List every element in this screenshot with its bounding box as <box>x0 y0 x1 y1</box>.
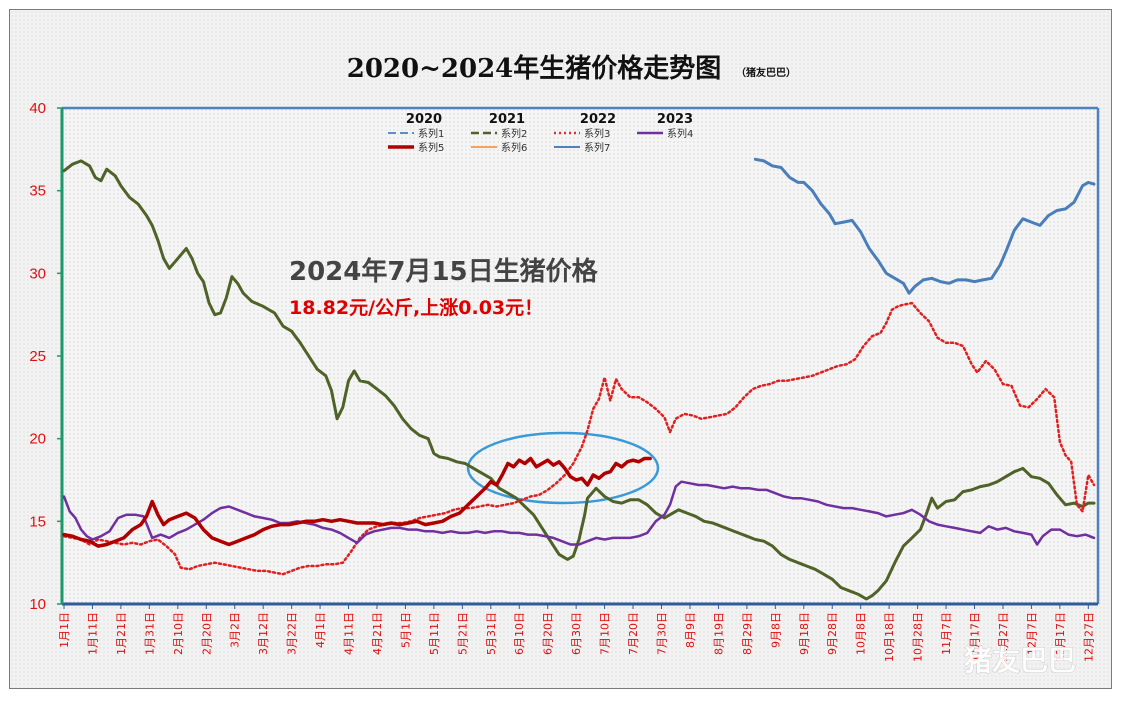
x-tick-label: 7月20日 <box>627 612 640 655</box>
legend-year-2023: 2023 <box>657 112 693 127</box>
legend-label: 系列2 <box>501 127 527 140</box>
x-tick-label: 4月21日 <box>371 612 384 655</box>
legend-year-2022: 2022 <box>580 112 616 127</box>
annotation-title: 2024年7月15日生猪价格 <box>289 256 599 287</box>
x-tick-label: 1月11日 <box>86 612 99 655</box>
legend-label: 系列4 <box>667 127 693 140</box>
series-line-系列1 <box>753 157 1096 295</box>
x-tick-label: 6月30日 <box>570 612 583 655</box>
x-tick-label: 4月11日 <box>343 612 356 655</box>
x-tick-label: 1月21日 <box>115 612 128 655</box>
legend-label: 系列6 <box>501 141 527 154</box>
x-tick-label: 2月10日 <box>172 612 185 655</box>
x-tick-label: 5月31日 <box>485 612 498 655</box>
y-tick-label: 35 <box>29 183 46 200</box>
x-tick-label: 8月29日 <box>741 612 754 655</box>
x-tick-label: 9月8日 <box>769 612 782 648</box>
x-tick-label: 9月18日 <box>798 612 811 655</box>
y-tick-label: 20 <box>29 431 46 448</box>
legend: 2020 2021 2022 2023 系列1 系列2 系列3 系列4 系列5 系列6 系列… <box>388 112 693 154</box>
y-tick-label: 25 <box>29 348 46 365</box>
y-tick-label: 15 <box>29 513 46 530</box>
x-tick-label: 12月27日 <box>1082 612 1095 662</box>
x-tick-label: 5月21日 <box>456 612 469 655</box>
legend-label: 系列3 <box>584 127 610 140</box>
x-tick-label: 10月18日 <box>883 612 896 662</box>
x-tick-label: 9月28日 <box>826 612 839 655</box>
highlight-ellipse <box>466 431 660 505</box>
series-line-系列2 <box>62 159 1096 601</box>
x-axis-ticks: 1月1日 1月11日 1月21日 1月31日 2月10日 2月20日 3月2日 3月12日 3月… <box>58 604 1095 662</box>
x-tick-label: 7月30日 <box>656 612 669 655</box>
legend-label: 系列1 <box>418 127 444 140</box>
legend-label: 系列5 <box>418 141 444 154</box>
x-tick-label: 4月1日 <box>314 612 327 648</box>
y-tick-label: 40 <box>29 100 46 117</box>
annotation-price: 18.82元/公斤,上涨0.03元！ <box>289 297 543 319</box>
series-layer <box>62 157 1096 601</box>
chart-title: 2020~2024年生猪价格走势图 <box>347 53 722 84</box>
x-tick-label: 3月12日 <box>257 612 270 655</box>
x-tick-label: 11月17日 <box>968 612 981 662</box>
x-tick-label: 10月28日 <box>912 612 925 662</box>
x-tick-label: 6月10日 <box>513 612 526 655</box>
y-tick-label: 30 <box>29 265 46 282</box>
x-tick-label: 7月10日 <box>599 612 612 655</box>
x-tick-label: 11月27日 <box>997 612 1010 662</box>
x-tick-label: 1月31日 <box>143 612 156 655</box>
x-tick-label: 12月7日 <box>1025 612 1038 655</box>
x-tick-label: 5月1日 <box>399 612 412 648</box>
x-tick-label: 10月8日 <box>855 612 868 655</box>
plot-area <box>62 108 1098 604</box>
x-tick-label: 8月9日 <box>684 612 697 648</box>
legend-year-2021: 2021 <box>489 112 525 127</box>
series-line-系列3 <box>62 301 1096 576</box>
x-tick-label: 12月17日 <box>1054 612 1067 662</box>
x-tick-label: 3月22日 <box>286 612 299 655</box>
watermark: 猪友巴巴 <box>964 644 1076 677</box>
y-tick-label: 10 <box>29 596 46 613</box>
x-tick-label: 5月11日 <box>428 612 441 655</box>
x-tick-label: 6月20日 <box>542 612 555 655</box>
x-tick-label: 1月1日 <box>58 612 71 648</box>
x-tick-label: 11月7日 <box>940 612 953 655</box>
x-tick-label: 3月2日 <box>229 612 242 648</box>
x-tick-label: 8月19日 <box>712 612 725 655</box>
series-line-系列5 <box>62 456 652 548</box>
x-tick-label: 2月20日 <box>200 612 213 655</box>
series-line-系列4 <box>62 480 1096 546</box>
chart-title-note: （猪友巴巴） <box>736 66 796 79</box>
legend-label: 系列7 <box>584 141 610 154</box>
legend-year-2020: 2020 <box>406 112 442 127</box>
y-axis-ticks: 10 15 20 25 30 35 40 <box>29 100 62 613</box>
